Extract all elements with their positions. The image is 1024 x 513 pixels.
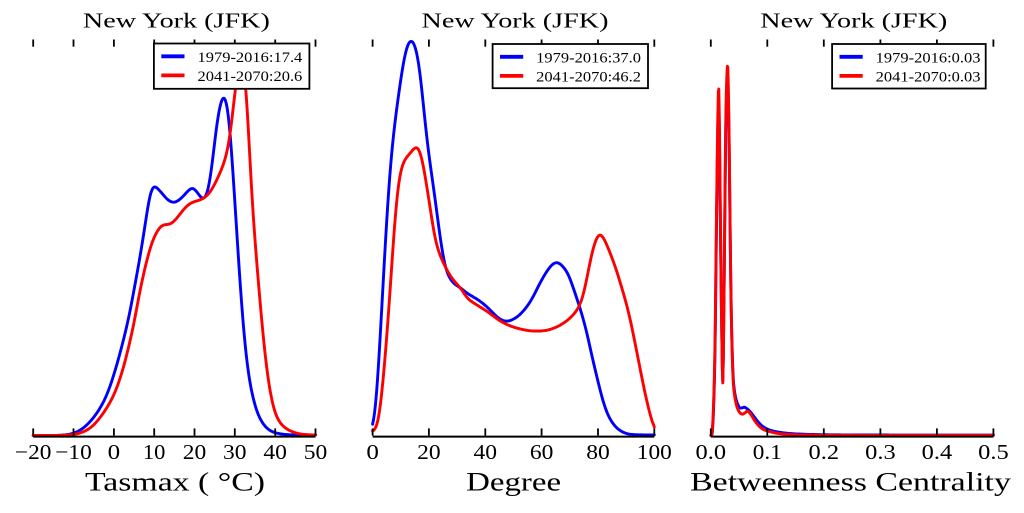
svg-text:0.5: 0.5 — [978, 440, 1009, 464]
svg-text:0.2: 0.2 — [809, 440, 840, 464]
svg-text:1979-2016:37.0: 1979-2016:37.0 — [536, 50, 641, 66]
svg-text:0: 0 — [366, 440, 379, 464]
svg-text:0.4: 0.4 — [922, 440, 953, 464]
svg-text:Betweenness Centrality: Betweenness Centrality — [690, 467, 1011, 496]
svg-text:100: 100 — [637, 440, 672, 464]
svg-text:−10: −10 — [55, 440, 92, 464]
svg-text:New York (JFK): New York (JFK) — [760, 9, 947, 33]
svg-text:Tasmax ( °C): Tasmax ( °C) — [85, 467, 265, 496]
svg-text:Degree: Degree — [466, 467, 561, 496]
svg-text:20: 20 — [417, 440, 441, 464]
svg-text:80: 80 — [586, 440, 610, 464]
svg-text:0.1: 0.1 — [753, 440, 782, 464]
svg-text:0: 0 — [108, 440, 121, 464]
svg-text:1979-2016:17.4: 1979-2016:17.4 — [198, 50, 303, 66]
svg-text:2041-2070:0.03: 2041-2070:0.03 — [876, 70, 981, 86]
svg-text:30: 30 — [223, 440, 247, 464]
svg-text:10: 10 — [143, 440, 166, 464]
svg-text:1979-2016:0.03: 1979-2016:0.03 — [876, 50, 981, 66]
svg-text:New York (JFK): New York (JFK) — [422, 9, 609, 33]
svg-text:2041-2070:20.6: 2041-2070:20.6 — [198, 69, 303, 85]
svg-text:40: 40 — [474, 440, 498, 464]
svg-text:−20: −20 — [15, 440, 52, 464]
svg-text:40: 40 — [263, 440, 287, 464]
svg-text:0.0: 0.0 — [696, 440, 727, 464]
svg-text:60: 60 — [530, 440, 554, 464]
svg-text:New York (JFK): New York (JFK) — [83, 9, 270, 33]
svg-text:0.3: 0.3 — [865, 440, 896, 464]
svg-text:20: 20 — [183, 440, 207, 464]
svg-text:2041-2070:46.2: 2041-2070:46.2 — [536, 70, 641, 86]
svg-text:50: 50 — [304, 440, 328, 464]
